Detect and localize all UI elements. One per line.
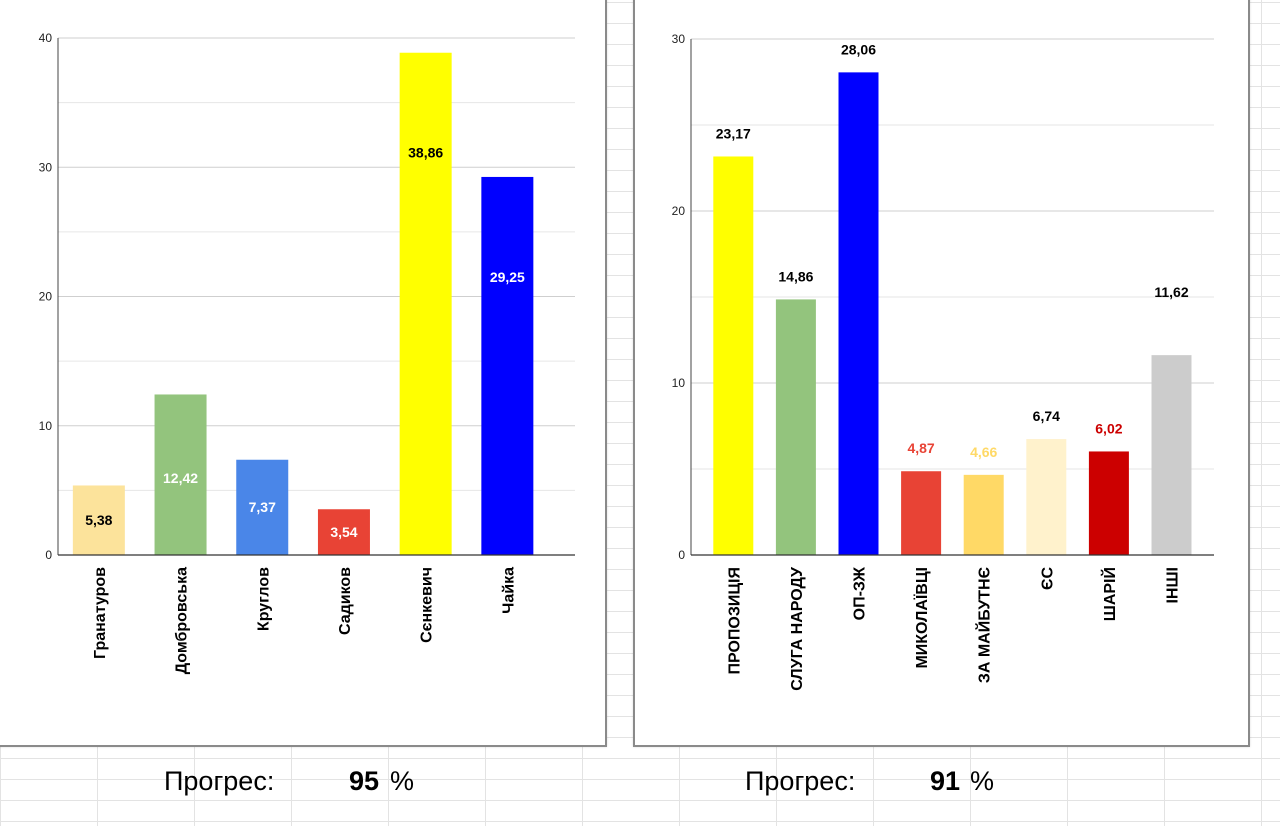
chart-1-category-label: Садиков: [337, 567, 354, 635]
chart-2-data-label: 23,17: [716, 125, 751, 141]
chart-2-bar[interactable]: [1026, 439, 1067, 555]
chart-1-ytick-label: 20: [39, 290, 53, 304]
progress-value: 95: [349, 766, 380, 796]
chart-1-category-label: Гранатуров: [92, 567, 109, 659]
chart-1-data-label: 3,54: [330, 524, 357, 540]
chart-2-category-label: ПРОПОЗИЦІЯ: [726, 567, 743, 675]
chart-2-ytick-label: 0: [678, 548, 685, 562]
chart-2-data-label: 28,06: [841, 41, 876, 57]
chart-2-bar[interactable]: [963, 474, 1004, 555]
chart-2-ytick-label: 10: [672, 376, 686, 390]
chart-2-category-label: СЛУГА НАРОДУ: [789, 566, 806, 691]
chart-2-ytick-label: 30: [672, 32, 686, 46]
chart-2-bar[interactable]: [775, 299, 816, 555]
chart-2-bar[interactable]: [713, 156, 754, 555]
chart-1-ytick-label: 30: [39, 160, 53, 174]
chart-1-bar[interactable]: [481, 176, 534, 555]
chart-2-data-label: 6,02: [1095, 420, 1122, 436]
chart-2-bar[interactable]: [1088, 451, 1129, 555]
chart-1-category-label: Домбровська: [174, 567, 191, 674]
chart-1-category-label: Сєнкевич: [419, 567, 436, 643]
chart-1-category-label: Чайка: [500, 567, 517, 614]
chart-2-category-label: МИКОЛАЇВЦІ: [913, 567, 931, 669]
chart-2-bar[interactable]: [838, 72, 879, 556]
chart-1-bar[interactable]: [72, 485, 125, 555]
chart-1-ytick-label: 40: [39, 31, 53, 45]
chart-candidates-svg: 0 10 20 30 40 5,38 Гранатуров 12,42 Домбровська 7…: [39, 31, 575, 674]
chart-2-data-label: 6,74: [1033, 408, 1060, 424]
chart-2-data-label: 4,87: [907, 440, 934, 456]
chart-1-ytick-label: 0: [45, 548, 52, 562]
progress-label: Прогрес:: [164, 766, 275, 796]
progress-row-candidates: Прогрес: 95 %: [0, 766, 600, 806]
chart-1-data-label: 7,37: [249, 499, 276, 515]
chart-2-category-label: ОП-ЗЖ: [852, 566, 869, 620]
chart-2-category-label: ШАРІЙ: [1100, 567, 1119, 621]
chart-2-category-label: ЗА МАЙБУТНЄ: [975, 567, 994, 683]
chart-1-data-label: 5,38: [85, 512, 112, 528]
progress-label: Прогрес:: [745, 766, 856, 796]
chart-1-bar[interactable]: [317, 509, 370, 555]
chart-parties[interactable]: 0 10 20 30 23,17 ПРОПОЗИЦІЯ 14,86 СЛУГА НАРОДУ 2…: [633, 0, 1250, 747]
chart-1-bar[interactable]: [154, 394, 207, 555]
chart-1-data-label: 12,42: [163, 470, 198, 486]
chart-2-data-label: 14,86: [778, 268, 813, 284]
progress-unit: %: [970, 766, 995, 796]
chart-2-data-label: 4,66: [970, 444, 997, 460]
progress-unit: %: [390, 766, 415, 796]
chart-1-bar[interactable]: [399, 52, 452, 556]
chart-2-category-label: ІНШІ: [1165, 567, 1182, 604]
chart-2-category-label: ЄС: [1039, 567, 1056, 590]
progress-value: 91: [930, 766, 961, 796]
progress-row-parties: Прогрес: 91 %: [640, 766, 1240, 806]
chart-2-bar[interactable]: [1151, 355, 1192, 555]
chart-2-data-label: 11,62: [1154, 284, 1188, 300]
chart-parties-svg: 0 10 20 30 23,17 ПРОПОЗИЦІЯ 14,86 СЛУГА НАРОДУ 2…: [672, 32, 1214, 691]
chart-1-bar[interactable]: [236, 459, 289, 555]
chart-candidates[interactable]: 0 10 20 30 40 5,38 Гранатуров 12,42 Домбровська 7…: [0, 0, 607, 747]
chart-1-data-label: 29,25: [490, 269, 525, 285]
chart-1-category-label: Круглов: [255, 567, 272, 631]
chart-2-ytick-label: 20: [672, 204, 686, 218]
chart-2-bar[interactable]: [901, 471, 942, 555]
chart-1-data-label: 38,86: [408, 145, 443, 161]
chart-1-ytick-label: 10: [39, 419, 53, 433]
